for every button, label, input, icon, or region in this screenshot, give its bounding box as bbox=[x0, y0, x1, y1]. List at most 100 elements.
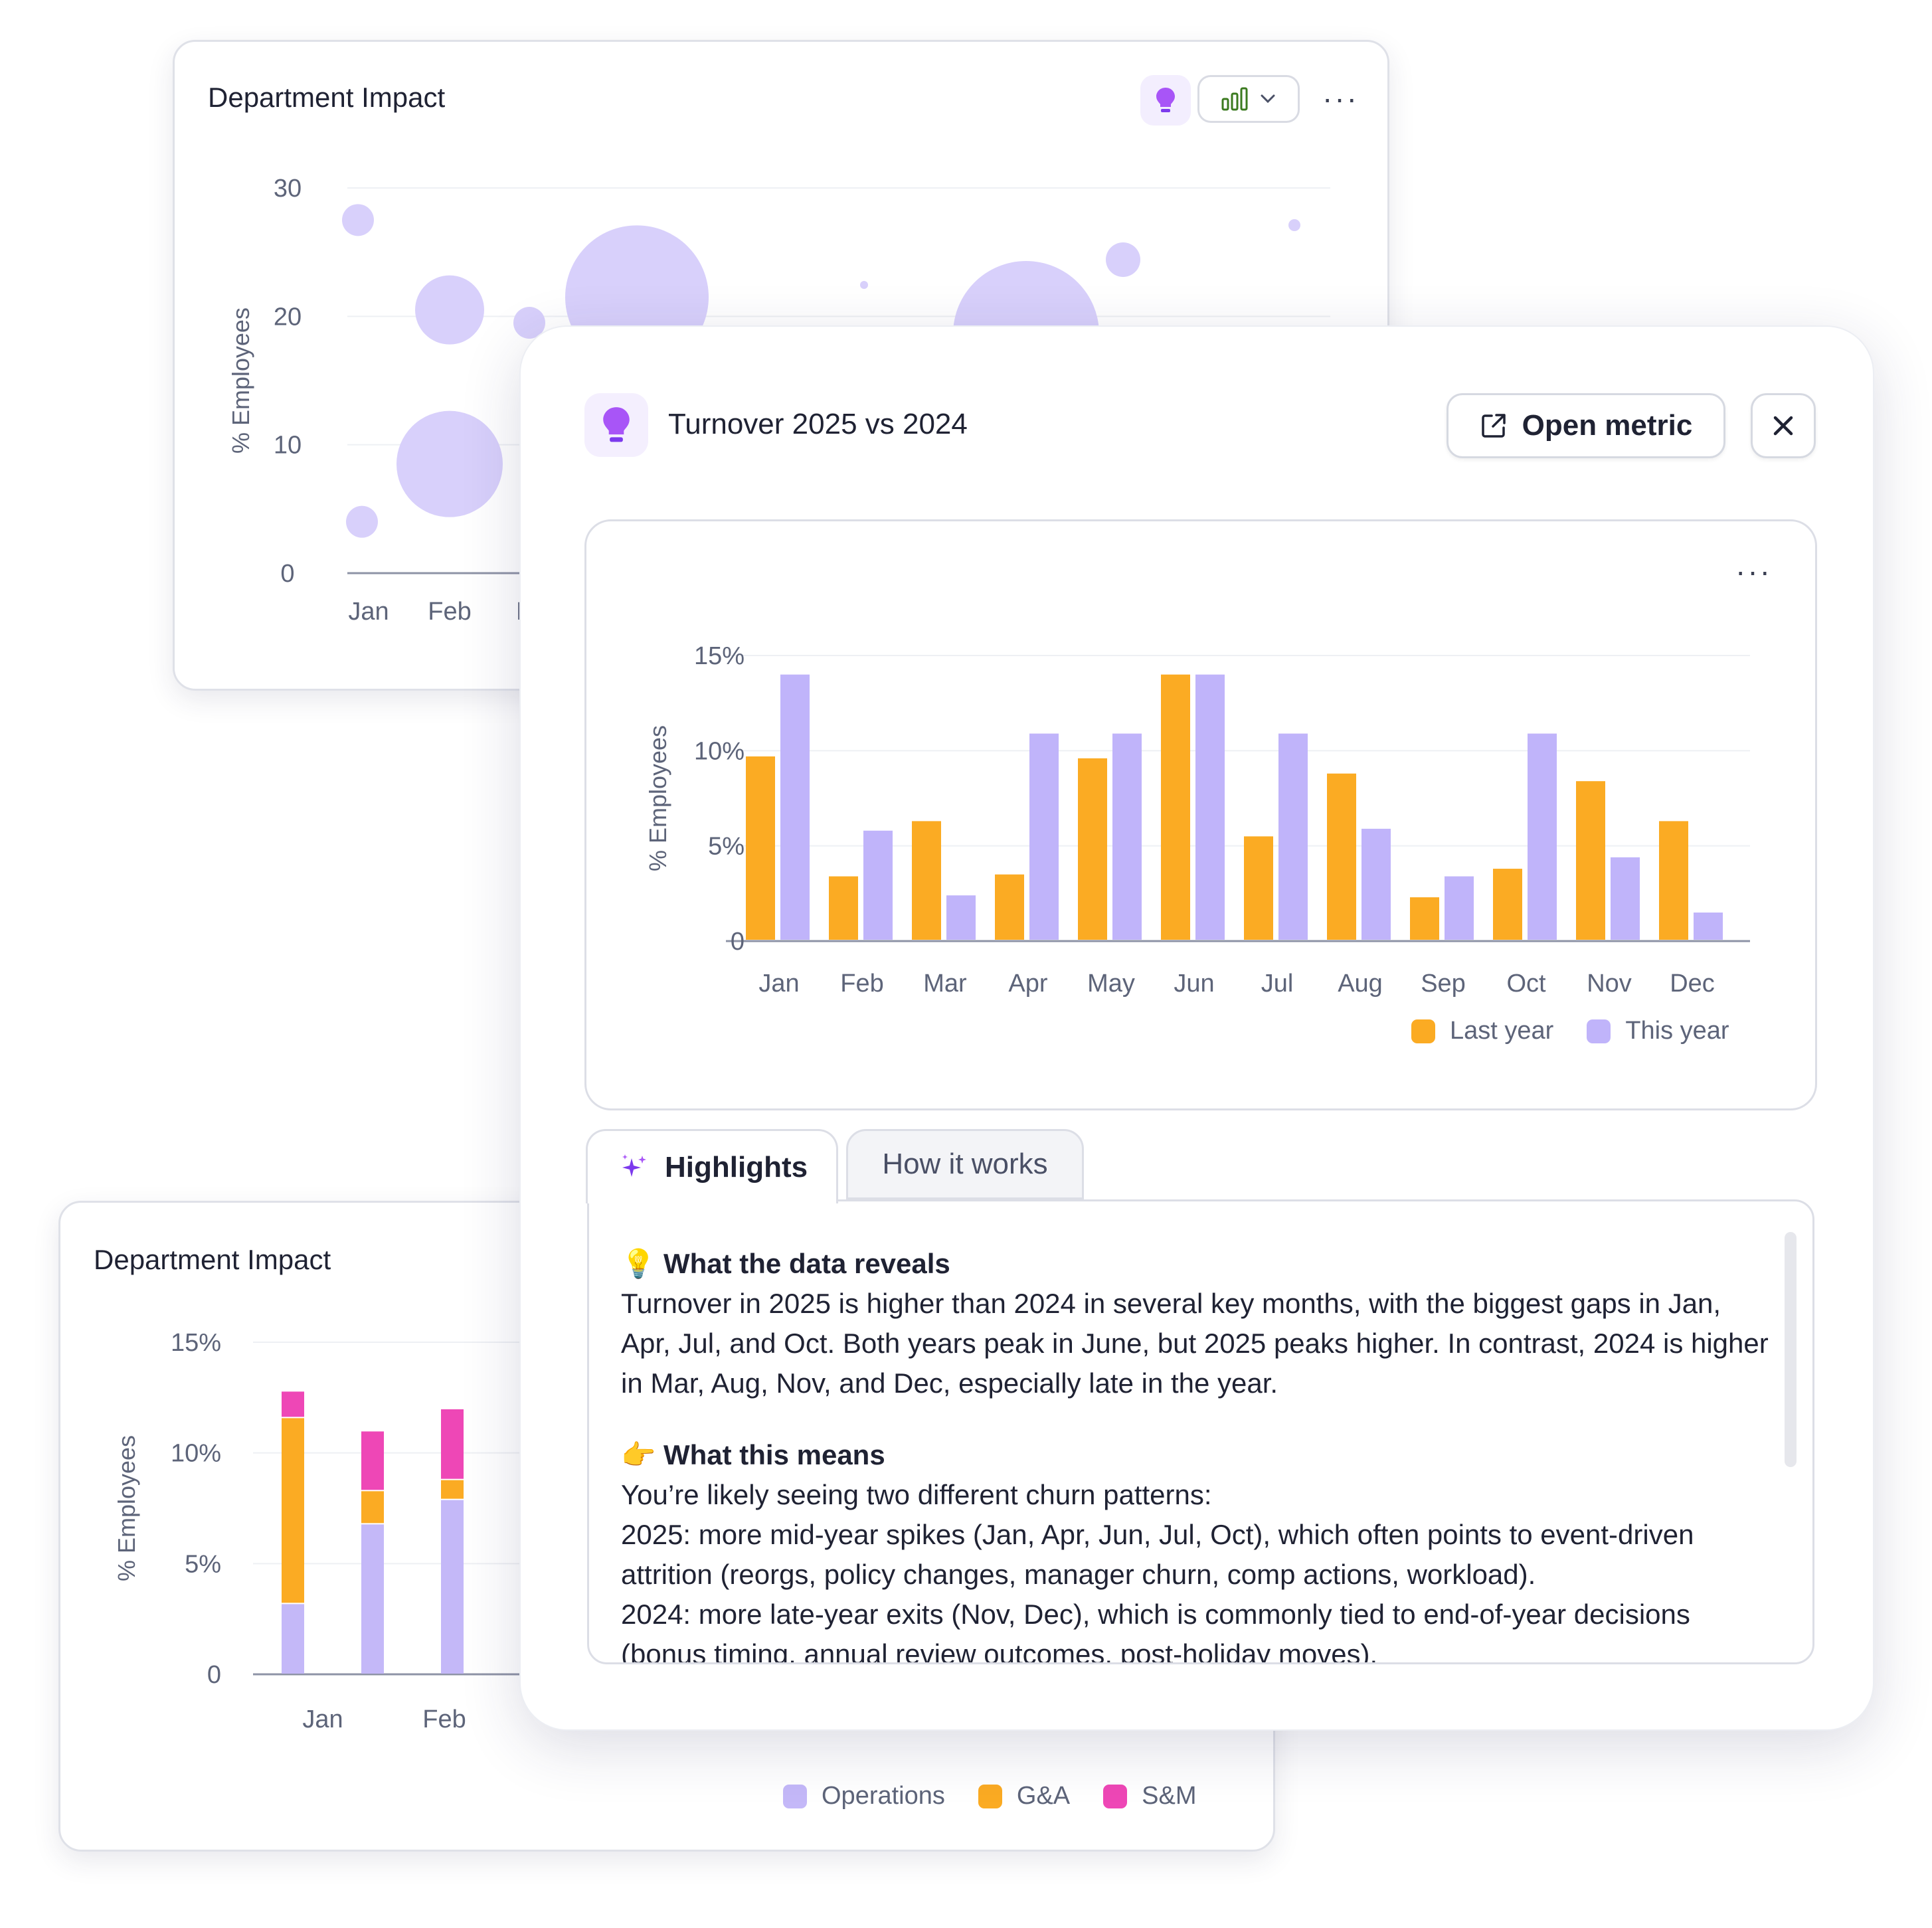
bubble-point bbox=[513, 307, 545, 339]
bar bbox=[912, 821, 941, 940]
card-menu-button[interactable]: ··· bbox=[1322, 81, 1359, 116]
y-tick-label: 0 bbox=[280, 560, 294, 588]
bar bbox=[746, 756, 775, 940]
stacked-bar-segment bbox=[441, 1480, 464, 1499]
turnover-bar-chart: 15% 10% 5% 0 % Employees Jan Feb Mar Apr May Jun Ju… bbox=[644, 642, 1750, 998]
x-tick-label: Jul bbox=[1261, 970, 1294, 998]
x-tick-label: Feb bbox=[840, 970, 883, 998]
bubble-point bbox=[342, 204, 374, 236]
y-tick-label: 5% bbox=[185, 1550, 221, 1578]
legend-swatch bbox=[1411, 1019, 1435, 1043]
y-axis-title: % Employees bbox=[227, 307, 254, 454]
bubble-point bbox=[860, 281, 868, 289]
section-body-line: 2025: more mid-year spikes (Jan, Apr, Ju… bbox=[621, 1519, 1694, 1590]
x-tick-label: Sep bbox=[1421, 970, 1466, 998]
stacked-chart-legend: Operations G&A S&M bbox=[783, 1782, 1197, 1810]
legend-item-operations: Operations bbox=[783, 1782, 945, 1810]
legend-label: Operations bbox=[822, 1782, 945, 1810]
card-title: Department Impact bbox=[208, 82, 446, 113]
legend-swatch bbox=[1587, 1019, 1611, 1043]
stacked-bar-segment bbox=[441, 1409, 464, 1479]
bubble-point bbox=[346, 505, 378, 538]
bar bbox=[995, 874, 1024, 940]
bar bbox=[1361, 828, 1391, 940]
close-icon bbox=[1773, 416, 1793, 436]
y-tick-label: 10% bbox=[694, 737, 745, 765]
bar bbox=[1528, 733, 1557, 940]
bar bbox=[1694, 913, 1723, 940]
bar bbox=[1445, 876, 1474, 940]
metric-insight-modal: Turnover 2025 vs 2024 Open metric ··· 15… bbox=[519, 325, 1874, 1731]
chart-menu-button[interactable]: ··· bbox=[1735, 554, 1772, 588]
legend-item-sm: S&M bbox=[1103, 1782, 1197, 1810]
bar-chart-icon bbox=[1221, 87, 1248, 111]
y-axis-title: % Employees bbox=[644, 725, 671, 871]
bubble-point bbox=[396, 410, 503, 517]
y-tick-label: 0 bbox=[207, 1661, 221, 1689]
stacked-bar-segment bbox=[282, 1391, 304, 1417]
close-button[interactable] bbox=[1751, 393, 1816, 458]
lightbulb-icon bbox=[1156, 88, 1175, 112]
x-tick-label: Apr bbox=[1008, 970, 1047, 998]
highlights-text: 💡 What the data reveals Turnover in 2025… bbox=[621, 1244, 1777, 1664]
legend-swatch bbox=[978, 1784, 1002, 1808]
stacked-bar-segment bbox=[361, 1524, 384, 1674]
section-heading: What the data reveals bbox=[663, 1248, 950, 1279]
bar bbox=[1659, 821, 1688, 940]
x-tick-label: Mar bbox=[923, 970, 967, 998]
chart-type-dropdown[interactable] bbox=[1197, 75, 1300, 123]
bar bbox=[829, 876, 858, 940]
legend-item-this-year: This year bbox=[1587, 1017, 1729, 1045]
insights-button[interactable] bbox=[1140, 75, 1191, 126]
x-tick-label: May bbox=[1087, 970, 1135, 998]
bar bbox=[1327, 773, 1356, 940]
bar bbox=[1410, 897, 1439, 940]
x-tick-label: Dec bbox=[1670, 970, 1715, 998]
legend-item-last-year: Last year bbox=[1411, 1017, 1553, 1045]
y-tick-label: 10% bbox=[171, 1440, 221, 1468]
y-axis-title: % Employees bbox=[113, 1435, 140, 1581]
tab-highlights[interactable]: Highlights bbox=[586, 1129, 838, 1203]
y-tick-label: 0 bbox=[731, 928, 745, 956]
scrollbar[interactable] bbox=[1785, 1232, 1797, 1467]
x-tick-label: Nov bbox=[1587, 970, 1632, 998]
card-title: Department Impact bbox=[94, 1244, 331, 1275]
bar bbox=[1244, 836, 1273, 940]
x-tick-label: Jan bbox=[302, 1706, 343, 1733]
section-heading: What this means bbox=[663, 1439, 885, 1470]
section-body: Turnover in 2025 is higher than 2024 in … bbox=[621, 1288, 1769, 1399]
pointing-hand-icon: 👉 bbox=[621, 1439, 656, 1470]
x-tick-label: Feb bbox=[422, 1706, 466, 1733]
bar bbox=[1112, 733, 1142, 940]
bar bbox=[1161, 674, 1190, 940]
x-tick-label: Feb bbox=[428, 598, 471, 626]
turnover-chart-panel: ··· 15% 10% 5% 0 % Employees Jan Feb Mar Apr May J… bbox=[584, 519, 1817, 1110]
stacked-bar-segment bbox=[441, 1500, 464, 1674]
bar bbox=[946, 895, 976, 940]
legend-label: S&M bbox=[1142, 1782, 1197, 1810]
legend-swatch bbox=[1103, 1784, 1128, 1808]
bar bbox=[1493, 869, 1522, 940]
stacked-bar-segment bbox=[282, 1604, 304, 1674]
y-tick-label: 30 bbox=[274, 175, 302, 203]
bar bbox=[1029, 733, 1059, 940]
y-tick-label: 15% bbox=[171, 1329, 221, 1357]
bar bbox=[780, 674, 810, 940]
bar bbox=[1195, 674, 1225, 940]
modal-title: Turnover 2025 vs 2024 bbox=[668, 408, 968, 440]
stacked-bar-segment bbox=[282, 1418, 304, 1603]
tab-how-it-works[interactable]: How it works bbox=[846, 1129, 1084, 1199]
external-link-icon bbox=[1481, 414, 1506, 438]
turnover-chart-legend: Last year This year bbox=[1411, 1017, 1729, 1045]
bar bbox=[1576, 781, 1605, 940]
x-tick-label: Jan bbox=[348, 598, 389, 626]
legend-label: Last year bbox=[1450, 1017, 1554, 1045]
y-tick-label: 5% bbox=[708, 833, 745, 861]
open-metric-button[interactable]: Open metric bbox=[1447, 393, 1725, 458]
y-tick-label: 20 bbox=[274, 303, 302, 331]
bar bbox=[1611, 857, 1640, 940]
legend-label: G&A bbox=[1016, 1782, 1071, 1810]
highlights-content[interactable]: 💡 What the data reveals Turnover in 2025… bbox=[587, 1199, 1814, 1664]
legend-item-ga: G&A bbox=[978, 1782, 1070, 1810]
section-body-line: 2024: more late-year exits (Nov, Dec), w… bbox=[621, 1599, 1690, 1664]
